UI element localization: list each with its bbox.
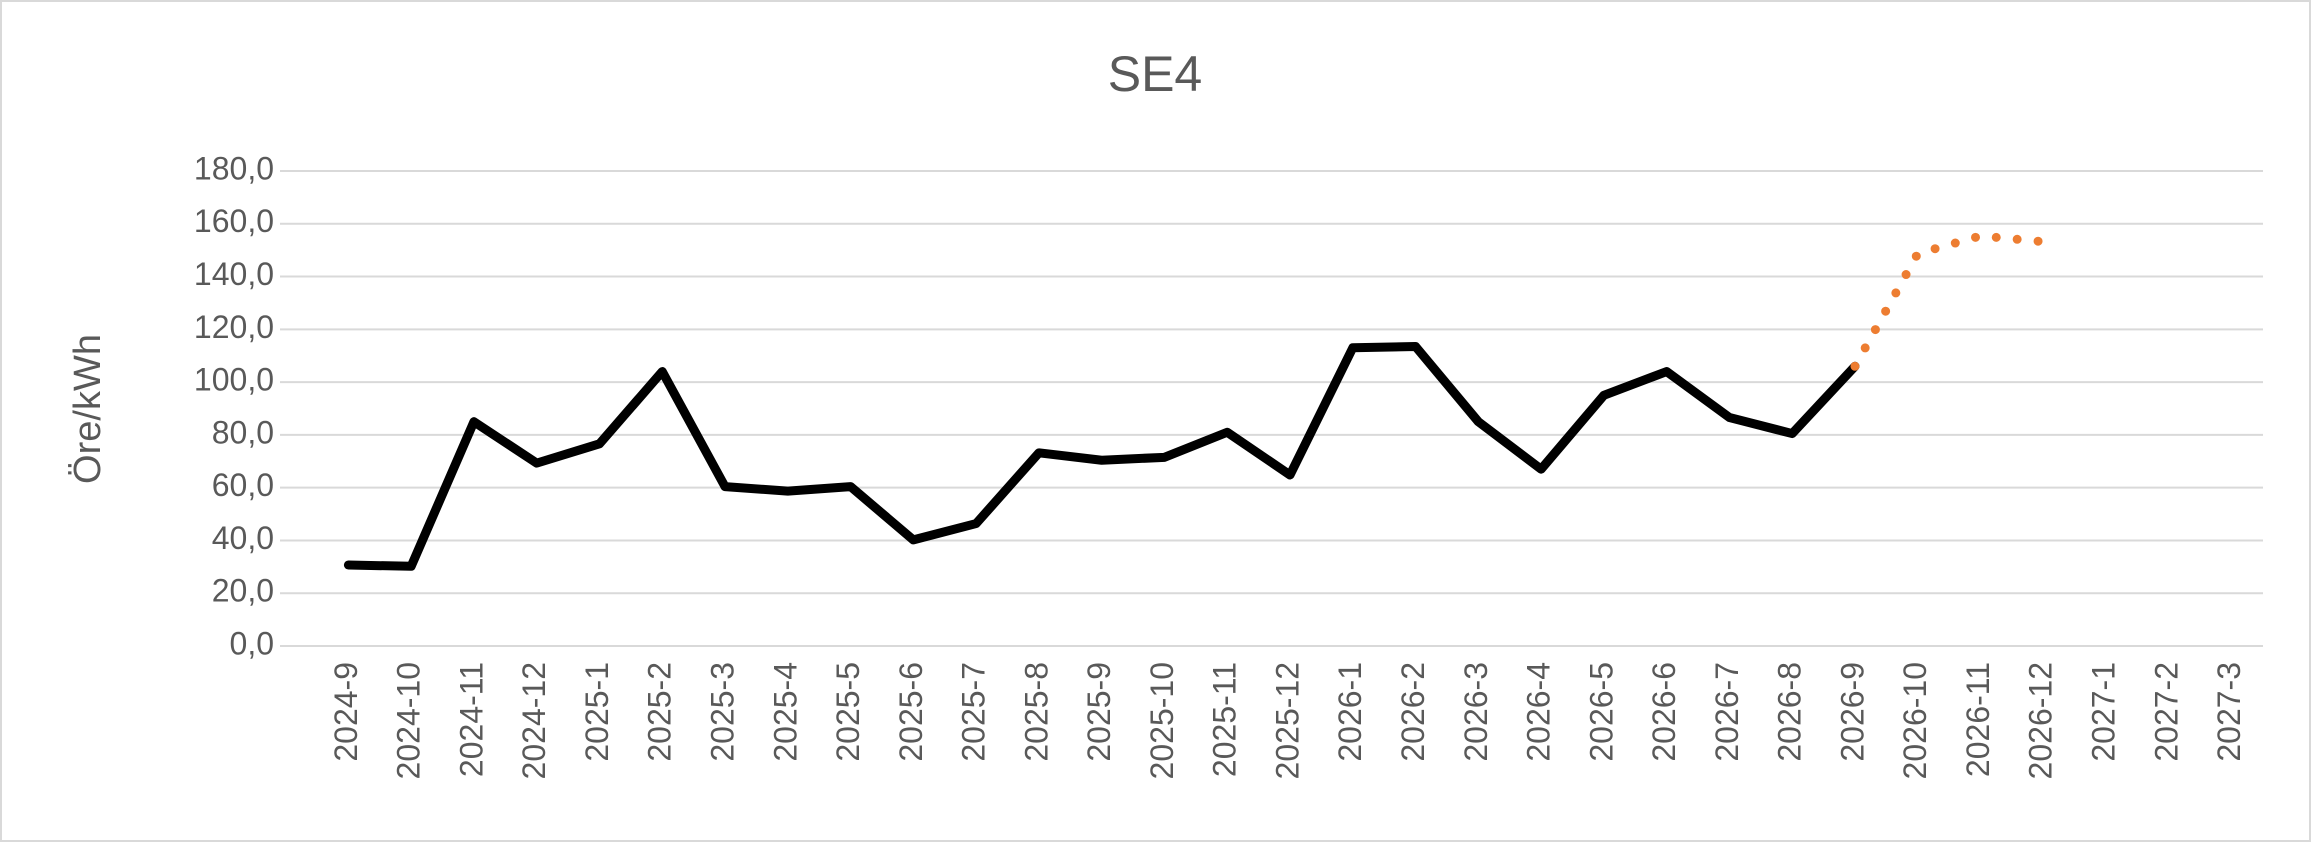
x-tick-label: 2026-3 — [1458, 662, 1494, 762]
y-tick-label: 140,0 — [194, 256, 274, 292]
x-tick-label: 2025-12 — [1269, 662, 1305, 779]
x-tick-label: 2025-3 — [704, 662, 740, 762]
x-tick-label: 2026-5 — [1583, 662, 1619, 762]
x-tick-label: 2025-5 — [830, 662, 866, 762]
x-tick-label: 2027-3 — [2211, 662, 2247, 762]
x-tick-label: 2025-10 — [1144, 662, 1180, 779]
x-tick-label: 2024-9 — [328, 662, 364, 762]
x-tick-label: 2026-9 — [1834, 662, 1870, 762]
x-tick-label: 2027-1 — [2086, 662, 2122, 762]
y-tick-label: 160,0 — [194, 203, 274, 239]
x-tick-label: 2024-11 — [453, 662, 489, 777]
x-tick-label: 2026-10 — [1897, 662, 1933, 779]
x-tick-label: 2024-10 — [391, 662, 427, 779]
x-tick-label: 2025-6 — [893, 662, 929, 762]
y-tick-label: 180,0 — [194, 150, 274, 186]
x-tick-label: 2025-4 — [767, 662, 803, 762]
x-tick-label: 2024-12 — [516, 662, 552, 779]
x-tick-label: 2026-12 — [2023, 662, 2059, 779]
x-tick-label: 2026-6 — [1646, 662, 1682, 762]
x-tick-label: 2025-1 — [579, 662, 615, 762]
x-tick-label: 2025-11 — [1207, 662, 1243, 777]
x-tick-label: 2025-2 — [642, 662, 678, 762]
x-tick-label: 2026-11 — [1960, 662, 1996, 777]
y-tick-label: 100,0 — [194, 362, 274, 398]
y-axis-label: Öre/kWh — [67, 334, 109, 484]
x-tick-label: 2026-8 — [1772, 662, 1808, 762]
y-tick-label: 60,0 — [212, 467, 274, 503]
series-line — [343, 341, 1860, 571]
y-tick-label: 80,0 — [212, 414, 274, 450]
x-tick-label: 2026-4 — [1521, 662, 1557, 762]
y-tick-label: 40,0 — [212, 520, 274, 556]
chart-title: SE4 — [1108, 46, 1203, 102]
series-line — [1850, 231, 2048, 371]
y-tick-label: 0,0 — [230, 625, 274, 661]
x-tick-label: 2026-7 — [1709, 662, 1745, 762]
y-tick-label: 120,0 — [194, 309, 274, 345]
x-tick-label: 2025-7 — [956, 662, 992, 762]
y-tick-label: 20,0 — [212, 573, 274, 609]
x-tick-label: 2026-2 — [1395, 662, 1431, 762]
x-tick-label: 2027-2 — [2148, 662, 2184, 762]
x-tick-label: 2025-8 — [1018, 662, 1054, 762]
x-tick-label: 2025-9 — [1081, 662, 1117, 762]
x-tick-label: 2026-1 — [1332, 662, 1368, 762]
